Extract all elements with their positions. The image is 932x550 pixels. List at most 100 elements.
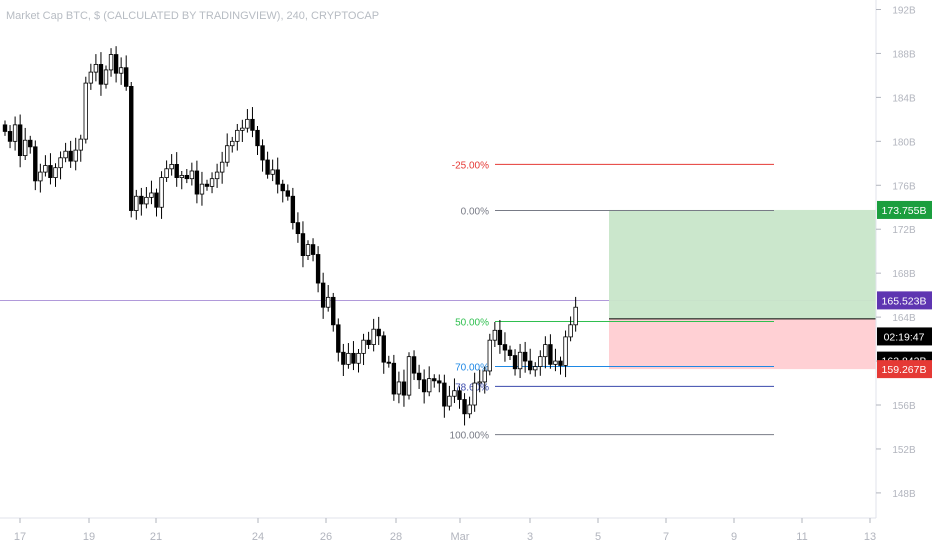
candle-body bbox=[346, 352, 351, 365]
candle-body bbox=[507, 349, 513, 356]
candle-body bbox=[43, 165, 48, 173]
y-tick-label: 156B bbox=[892, 401, 916, 412]
candle-body bbox=[492, 329, 498, 341]
candle-body bbox=[159, 177, 164, 208]
fibonacci-levels: -25.00% 0.00% 50.00% 70.00% 78.60% 100.00% bbox=[450, 160, 774, 442]
candle-body bbox=[553, 360, 558, 365]
y-tick-label: 168B bbox=[892, 269, 916, 280]
candle-body bbox=[199, 183, 205, 195]
x-tick-label: 7 bbox=[663, 531, 669, 543]
candle-body bbox=[452, 390, 457, 397]
candle-body bbox=[341, 351, 346, 365]
candle-body bbox=[300, 233, 306, 256]
candle-body bbox=[447, 395, 452, 407]
price-label-entry: 165.523B bbox=[882, 295, 927, 307]
candle-body bbox=[124, 67, 129, 87]
fib-level-label: 70.00% bbox=[455, 363, 489, 374]
candle-body bbox=[214, 171, 220, 180]
candle-body bbox=[184, 174, 189, 180]
candle-body bbox=[305, 244, 311, 256]
price-axis[interactable]: 148B152B156B160B164B168B172B176B180B184B… bbox=[876, 5, 916, 500]
fib-level-label: 78.60% bbox=[455, 382, 489, 393]
candle-body bbox=[487, 339, 492, 372]
x-tick-label: 24 bbox=[252, 531, 264, 543]
candle-body bbox=[209, 178, 215, 187]
candle-body bbox=[548, 344, 553, 365]
candle-body bbox=[543, 344, 548, 358]
y-tick-label: 164B bbox=[892, 313, 916, 324]
x-tick-label: 11 bbox=[796, 531, 807, 543]
y-tick-label: 152B bbox=[892, 445, 916, 456]
candle-body bbox=[391, 362, 397, 395]
candle-body bbox=[361, 339, 366, 354]
candle-body bbox=[194, 170, 200, 195]
candle-body bbox=[315, 254, 321, 284]
candle-body bbox=[472, 382, 477, 406]
x-tick-label: 17 bbox=[14, 531, 26, 543]
candle-body bbox=[2, 124, 8, 132]
candle-body bbox=[169, 164, 174, 170]
x-tick-label: 3 bbox=[527, 531, 533, 543]
candle-body bbox=[73, 149, 78, 162]
candle-body bbox=[149, 192, 154, 198]
x-tick-label: 13 bbox=[864, 531, 876, 543]
candle-body bbox=[12, 124, 18, 142]
x-tick-label: 28 bbox=[390, 531, 402, 543]
candle-body bbox=[351, 352, 356, 364]
candle-body bbox=[356, 352, 361, 364]
candle-body bbox=[401, 381, 407, 396]
candle-body bbox=[371, 328, 376, 345]
fib-level-label: 100.00% bbox=[450, 431, 490, 442]
time-axis[interactable]: 17 19 21 24 26 28 Mar 3 5 7 9 11 13 bbox=[14, 518, 876, 543]
candle-body bbox=[108, 54, 114, 71]
candle-body bbox=[381, 335, 386, 363]
candle-body bbox=[421, 379, 427, 393]
candle-body bbox=[255, 129, 260, 147]
position-zones bbox=[609, 209, 876, 370]
candle-body bbox=[512, 355, 518, 370]
candle-body bbox=[366, 339, 371, 345]
candle-body bbox=[295, 222, 301, 235]
x-tick-label: Mar bbox=[451, 531, 470, 543]
candlesticks bbox=[2, 46, 578, 426]
y-tick-label: 176B bbox=[892, 181, 916, 192]
candle-body bbox=[325, 296, 331, 308]
candle-body bbox=[563, 336, 568, 366]
candle-body bbox=[154, 192, 159, 208]
candle-body bbox=[573, 306, 578, 326]
y-tick-label: 192B bbox=[892, 5, 916, 16]
candle-body bbox=[28, 139, 33, 148]
candle-body bbox=[164, 168, 169, 178]
candle-body bbox=[290, 195, 296, 224]
candle-body bbox=[497, 329, 503, 345]
candle-body bbox=[270, 169, 275, 175]
candle-body bbox=[245, 118, 250, 129]
candle-body bbox=[285, 190, 290, 197]
candle-body bbox=[416, 372, 422, 381]
candle-body bbox=[331, 296, 336, 326]
candle-body bbox=[33, 146, 38, 182]
candle-body bbox=[260, 145, 265, 161]
candle-body bbox=[558, 360, 563, 366]
candle-body bbox=[426, 378, 432, 393]
candle-body bbox=[457, 390, 462, 400]
candle-body bbox=[533, 366, 538, 371]
candle-body bbox=[265, 159, 270, 175]
candle-body bbox=[437, 380, 442, 384]
candle-body bbox=[522, 351, 528, 362]
candle-body bbox=[280, 183, 285, 192]
candle-body bbox=[144, 196, 149, 205]
candle-body bbox=[477, 381, 482, 384]
profit-zone bbox=[609, 209, 876, 319]
candle-body bbox=[68, 150, 73, 162]
candle-body bbox=[240, 127, 245, 131]
candle-body bbox=[58, 157, 63, 169]
candle-body bbox=[174, 164, 179, 178]
candle-body bbox=[320, 282, 326, 308]
candle-body bbox=[376, 328, 381, 337]
fib-level-label: -25.00% bbox=[452, 160, 489, 171]
candle-body bbox=[235, 129, 240, 142]
x-tick-label: 5 bbox=[595, 531, 601, 543]
